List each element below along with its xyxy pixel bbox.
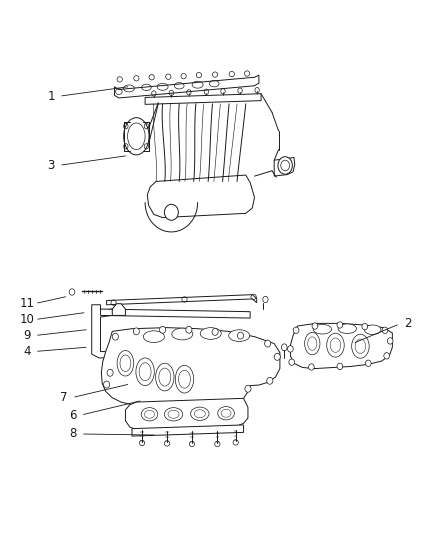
Ellipse shape bbox=[124, 118, 149, 155]
Ellipse shape bbox=[281, 344, 286, 351]
Polygon shape bbox=[112, 304, 125, 316]
Ellipse shape bbox=[336, 364, 342, 369]
Ellipse shape bbox=[212, 328, 218, 335]
Polygon shape bbox=[290, 324, 392, 368]
Ellipse shape bbox=[266, 377, 272, 384]
Polygon shape bbox=[147, 175, 254, 217]
Ellipse shape bbox=[336, 322, 342, 328]
Text: 9: 9 bbox=[23, 329, 31, 342]
Text: 4: 4 bbox=[23, 345, 31, 358]
Ellipse shape bbox=[308, 364, 314, 370]
Ellipse shape bbox=[112, 333, 118, 340]
Text: 6: 6 bbox=[69, 409, 77, 422]
Polygon shape bbox=[101, 328, 279, 406]
Ellipse shape bbox=[175, 366, 193, 393]
Ellipse shape bbox=[107, 369, 113, 376]
Text: 2: 2 bbox=[403, 317, 410, 330]
Ellipse shape bbox=[155, 364, 173, 391]
Ellipse shape bbox=[190, 407, 208, 421]
Ellipse shape bbox=[326, 333, 343, 357]
Ellipse shape bbox=[274, 353, 280, 360]
Ellipse shape bbox=[185, 326, 191, 333]
Ellipse shape bbox=[164, 204, 178, 220]
Ellipse shape bbox=[233, 440, 238, 445]
Ellipse shape bbox=[164, 408, 182, 421]
Ellipse shape bbox=[164, 441, 169, 446]
Ellipse shape bbox=[364, 325, 380, 335]
Polygon shape bbox=[92, 305, 112, 358]
Polygon shape bbox=[100, 309, 250, 318]
Polygon shape bbox=[114, 75, 258, 98]
Ellipse shape bbox=[337, 324, 356, 334]
Ellipse shape bbox=[277, 157, 292, 174]
Polygon shape bbox=[125, 398, 247, 430]
Polygon shape bbox=[145, 94, 261, 104]
Ellipse shape bbox=[141, 408, 157, 421]
Ellipse shape bbox=[237, 332, 243, 339]
Ellipse shape bbox=[351, 334, 368, 358]
Text: 3: 3 bbox=[47, 159, 55, 172]
Ellipse shape bbox=[386, 338, 392, 344]
Ellipse shape bbox=[264, 340, 270, 347]
Polygon shape bbox=[106, 295, 256, 305]
Ellipse shape bbox=[117, 351, 134, 376]
Ellipse shape bbox=[214, 441, 219, 447]
Polygon shape bbox=[274, 158, 294, 176]
Ellipse shape bbox=[381, 327, 387, 334]
Polygon shape bbox=[132, 425, 243, 436]
Ellipse shape bbox=[311, 323, 317, 329]
Ellipse shape bbox=[171, 328, 192, 340]
Ellipse shape bbox=[244, 385, 251, 392]
Ellipse shape bbox=[312, 325, 331, 334]
Ellipse shape bbox=[383, 353, 389, 359]
Ellipse shape bbox=[159, 326, 165, 333]
Ellipse shape bbox=[136, 358, 154, 385]
Ellipse shape bbox=[364, 360, 370, 367]
Text: 10: 10 bbox=[19, 313, 34, 326]
Ellipse shape bbox=[133, 328, 139, 335]
Ellipse shape bbox=[304, 333, 319, 355]
Ellipse shape bbox=[217, 407, 234, 420]
Ellipse shape bbox=[228, 330, 249, 342]
Ellipse shape bbox=[103, 381, 110, 388]
Ellipse shape bbox=[288, 359, 294, 366]
Ellipse shape bbox=[361, 324, 367, 330]
Ellipse shape bbox=[262, 296, 268, 303]
Ellipse shape bbox=[200, 328, 221, 340]
Ellipse shape bbox=[143, 331, 164, 343]
Ellipse shape bbox=[287, 346, 293, 352]
Ellipse shape bbox=[293, 327, 298, 334]
Ellipse shape bbox=[139, 440, 145, 446]
Text: 7: 7 bbox=[60, 391, 68, 405]
Ellipse shape bbox=[189, 441, 194, 447]
Text: 11: 11 bbox=[19, 297, 34, 310]
Text: 1: 1 bbox=[47, 90, 55, 103]
Text: 8: 8 bbox=[69, 427, 76, 440]
